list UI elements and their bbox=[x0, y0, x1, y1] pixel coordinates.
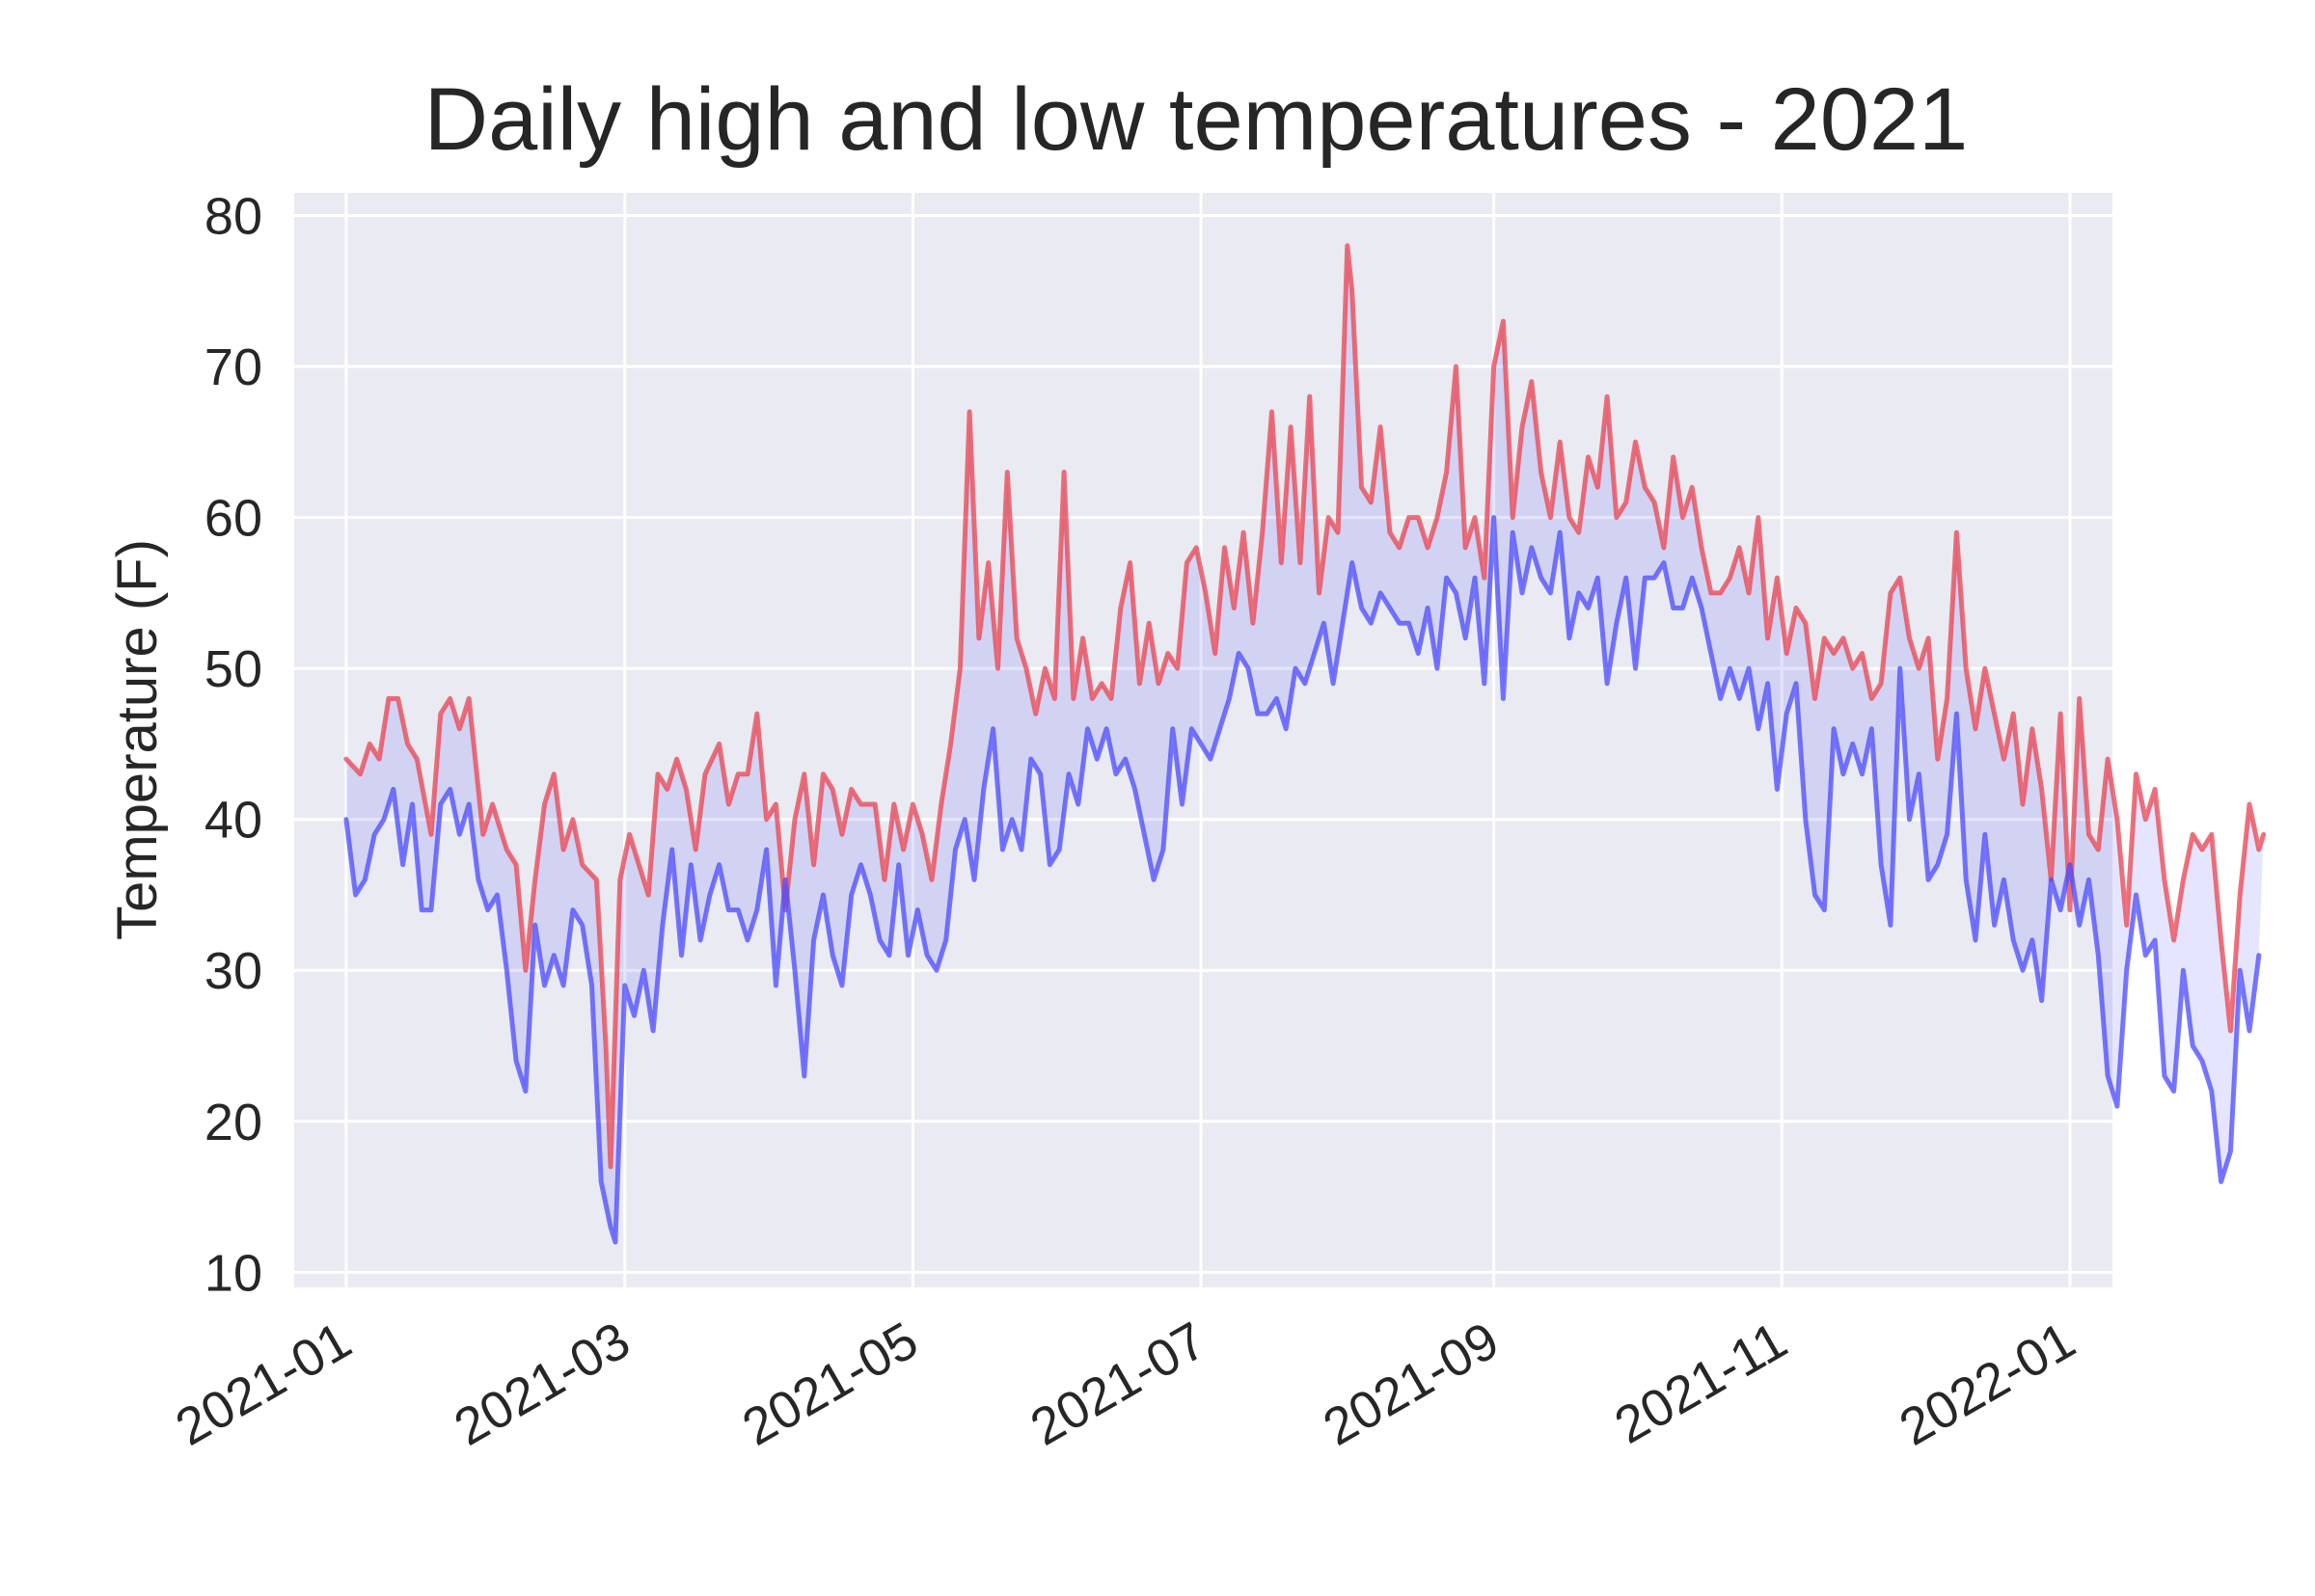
chart-title: Daily high and low temperatures - 2021 bbox=[423, 70, 1969, 169]
x-tick-label: 2022-01 bbox=[1891, 1312, 2085, 1457]
y-tick-label: 20 bbox=[204, 1094, 262, 1151]
x-tick-label: 2021-09 bbox=[1314, 1312, 1509, 1457]
y-tick-labels: 10 20 30 40 50 60 70 80 bbox=[204, 187, 262, 1302]
y-axis-label: Temperature (F) bbox=[106, 539, 169, 940]
series-layer bbox=[343, 243, 2267, 1245]
x-tick-label: 2021-07 bbox=[1021, 1312, 1216, 1457]
high-temperature-line bbox=[343, 243, 2267, 1170]
y-tick-label: 30 bbox=[204, 942, 262, 1000]
y-tick-label: 70 bbox=[204, 338, 262, 396]
low-temperature-line bbox=[343, 515, 2262, 1245]
y-tick-label: 80 bbox=[204, 187, 262, 245]
grid-lines bbox=[294, 193, 2112, 1287]
y-tick-label: 50 bbox=[204, 640, 262, 698]
temperature-range-fill bbox=[345, 245, 2264, 1242]
x-tick-label: 2021-03 bbox=[445, 1312, 640, 1457]
y-tick-label: 10 bbox=[204, 1244, 262, 1302]
x-tick-label: 2021-01 bbox=[166, 1312, 361, 1457]
x-tick-label: 2021-05 bbox=[733, 1312, 928, 1457]
fill-between-layer bbox=[345, 245, 2264, 1242]
x-tick-labels: 2021-01 2021-03 2021-05 2021-07 2021-09 2021-… bbox=[166, 1312, 2084, 1457]
y-tick-label: 40 bbox=[204, 792, 262, 850]
x-tick-label: 2021-11 bbox=[1605, 1312, 1796, 1455]
y-tick-label: 60 bbox=[204, 490, 262, 548]
